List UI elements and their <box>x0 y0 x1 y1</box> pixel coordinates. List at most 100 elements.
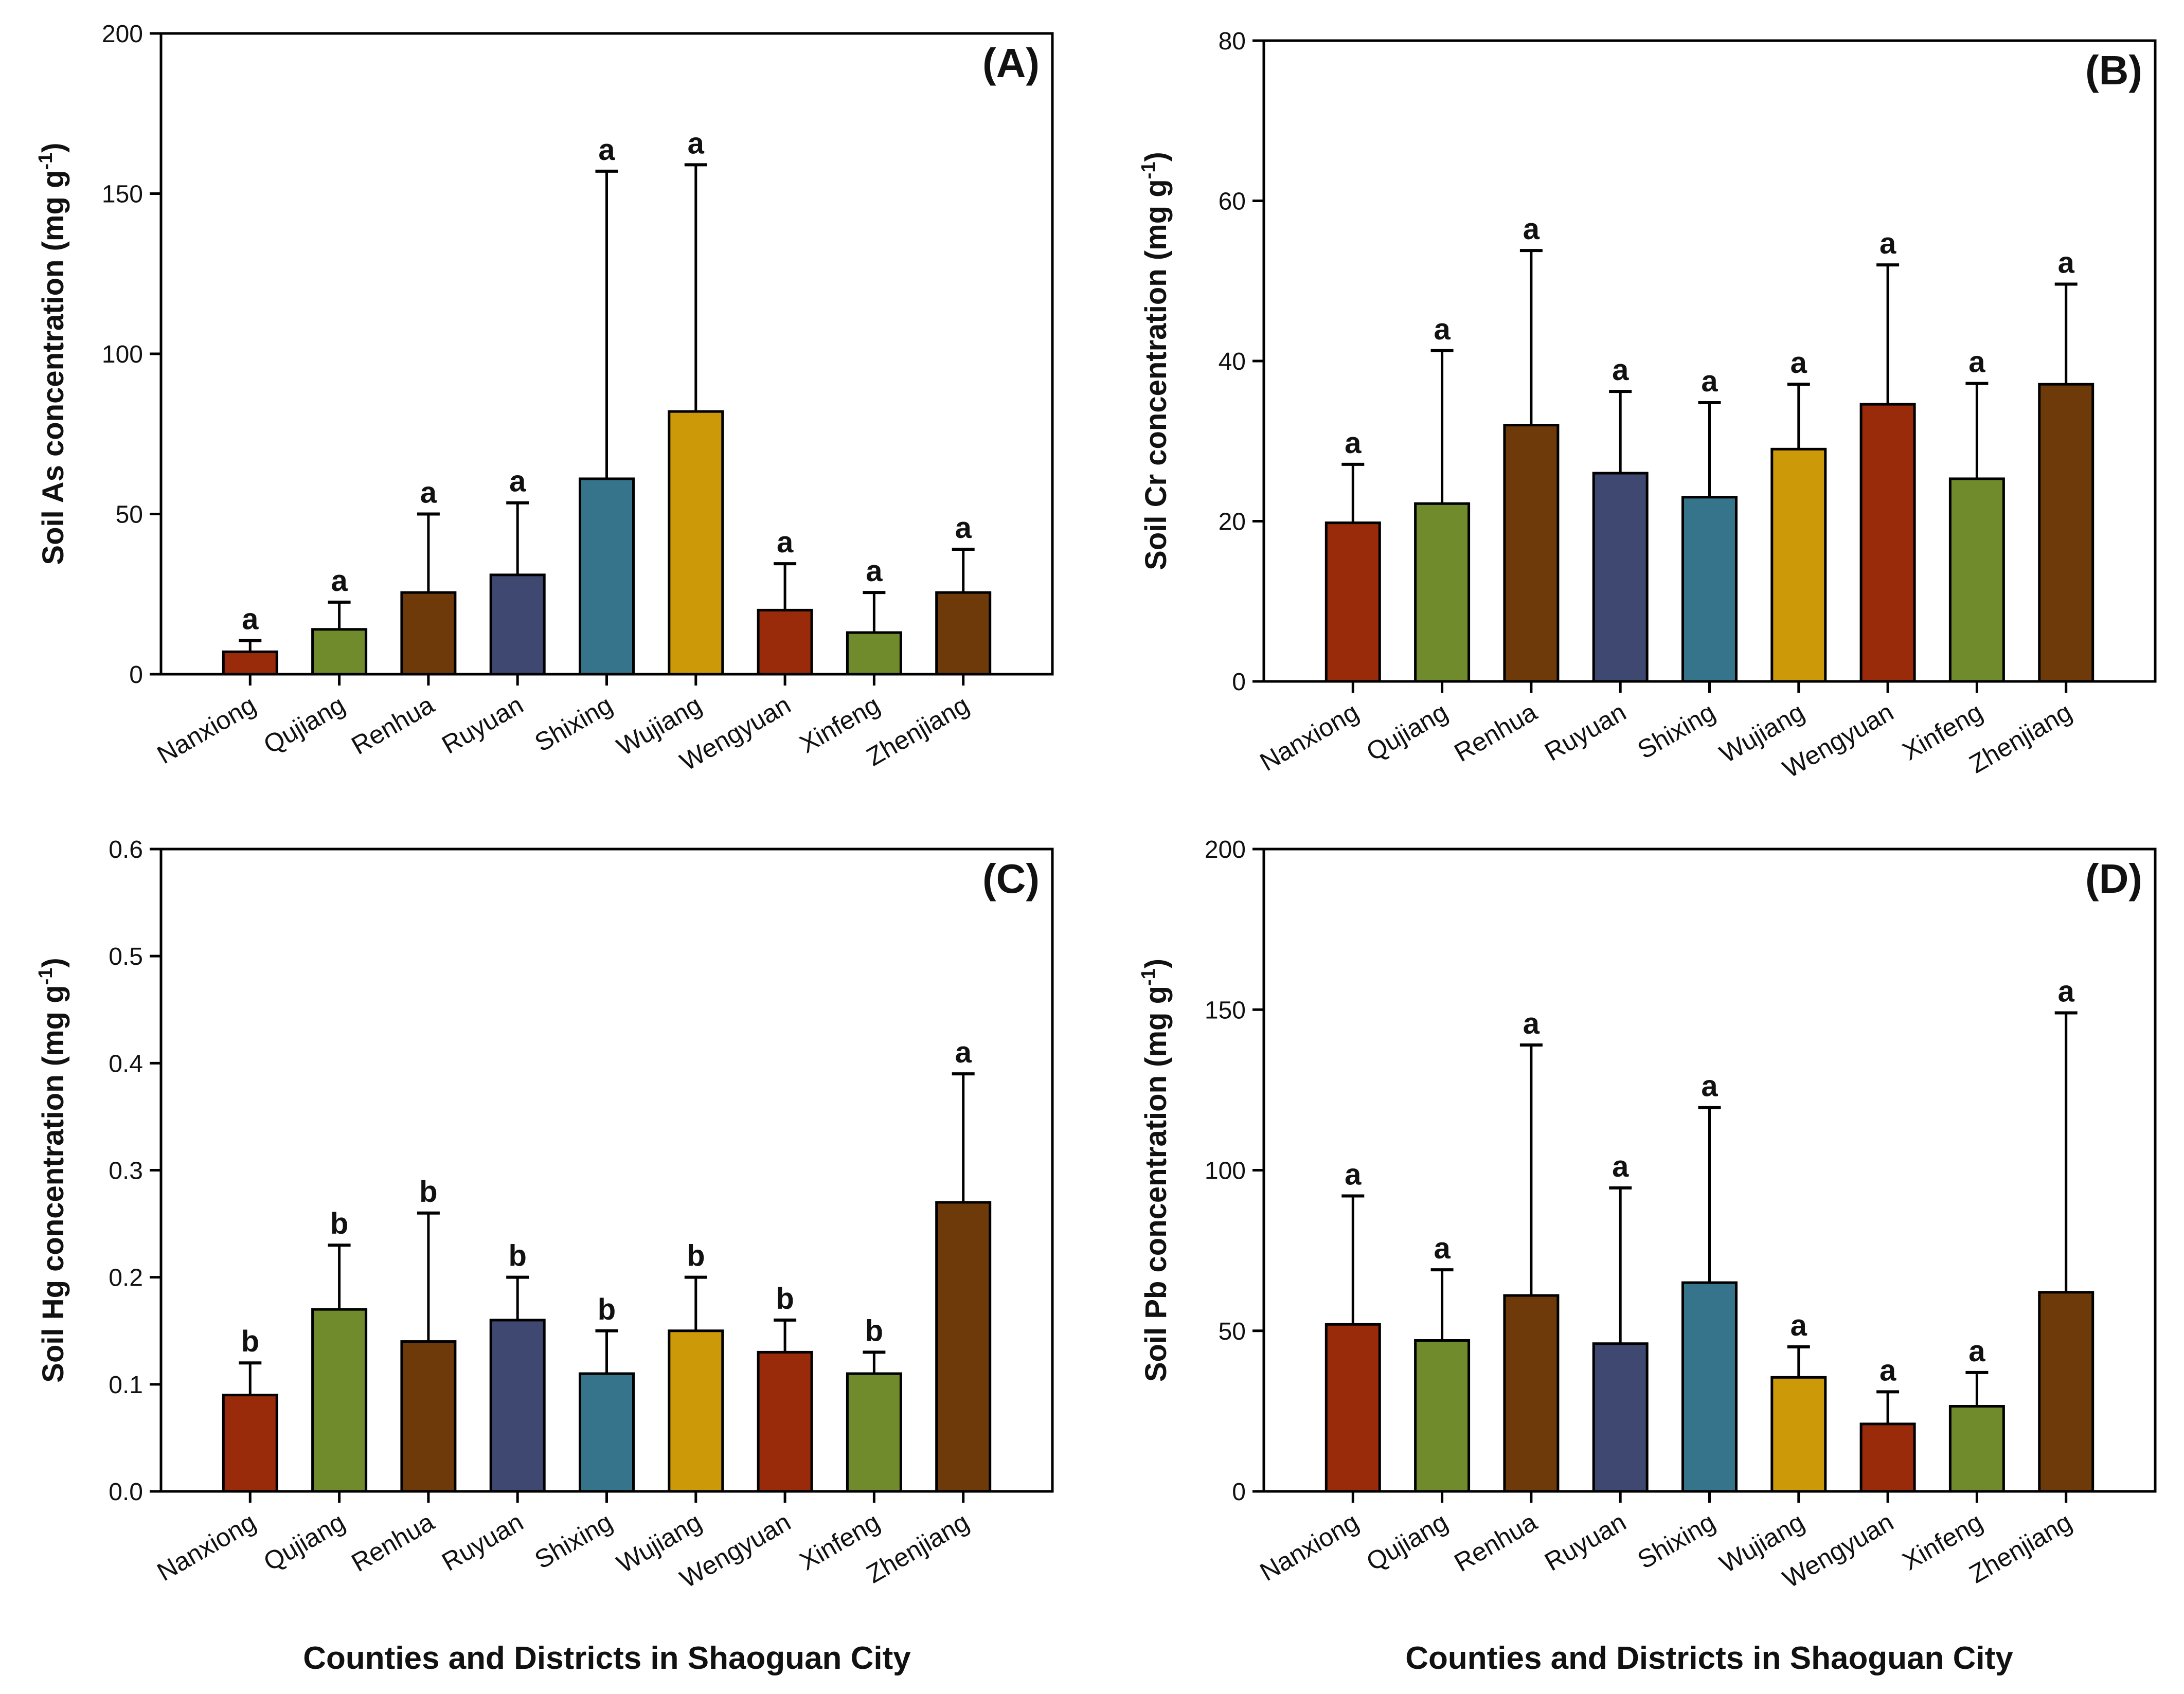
bar-qujiang <box>1414 1339 1471 1493</box>
chart-panel-d: 0 50 100 150 200 Soil Pb concentration (mg g-… <box>1138 836 2157 1594</box>
significance-letter: b <box>419 1175 437 1209</box>
bar-ruyuan <box>1592 472 1649 683</box>
x-tick-label: Qujiang <box>259 690 350 760</box>
bar-zhenjiang <box>2038 1291 2095 1493</box>
y-tick-label: 100 <box>102 341 143 368</box>
bar-nanxiong <box>222 1394 278 1493</box>
significance-letter: a <box>1434 1232 1451 1265</box>
x-tick-label: Ruyuan <box>1539 697 1631 767</box>
bar-nanxiong <box>1324 1323 1381 1493</box>
y-axis-label: Soil As concentration (mg g-1) <box>35 142 70 565</box>
significance-letter: a <box>1523 212 1540 246</box>
significance-letter: b <box>865 1314 883 1347</box>
y-tick-label: 0 <box>129 661 143 689</box>
significance-letter: a <box>598 133 615 167</box>
significance-letter: b <box>508 1239 526 1273</box>
y-axis-label: Soil Cr concentration (mg g-1) <box>1138 152 1173 570</box>
significance-letter: a <box>1612 1150 1629 1183</box>
x-tick-label: Nanxiong <box>152 690 261 769</box>
bar-wengyuan <box>1859 1422 1916 1493</box>
x-tick-label: Renhua <box>347 690 439 760</box>
bar-xinfeng <box>846 1372 902 1493</box>
y-axis-label: Soil Pb concentration (mg g-1) <box>1138 959 1173 1382</box>
y-tick-label: 0 <box>1232 669 1246 696</box>
bar-renhua <box>1503 1294 1560 1493</box>
y-tick-label: 0 <box>1232 1479 1246 1506</box>
y-tick-label: 0.6 <box>109 836 143 863</box>
chart-panel-c: 0.0 0.1 0.2 0.3 0.4 0.5 0.6 Soil Hg concentrati… <box>35 836 1054 1594</box>
x-tick-label: Renhua <box>1449 697 1542 767</box>
y-tick-label: 0.5 <box>109 943 143 970</box>
y-tick-label: 20 <box>1219 509 1246 536</box>
bar-shixing <box>579 1372 635 1493</box>
bar-renhua <box>1503 424 1560 683</box>
bar-qujiang <box>1414 502 1471 683</box>
bar-wengyuan <box>757 608 813 676</box>
significance-letter: a <box>1791 346 1807 380</box>
x-axis-title-right: Counties and Districts in Shaoguan City <box>1405 1641 2013 1676</box>
bar-xinfeng <box>846 631 902 676</box>
bar-qujiang <box>311 1308 368 1493</box>
bar-ruyuan <box>489 573 546 676</box>
y-tick-label: 200 <box>102 21 143 48</box>
x-tick-label: Qujiang <box>1362 1507 1453 1577</box>
x-tick-label: Shixing <box>1633 697 1720 764</box>
x-tick-label: Ruyuan <box>1539 1507 1631 1577</box>
significance-letter: a <box>1968 1335 1985 1368</box>
x-tick-label: Shixing <box>530 1507 617 1574</box>
significance-letter: a <box>242 603 259 636</box>
x-tick-label: Shixing <box>1633 1507 1720 1574</box>
bar-wujiang <box>668 1329 724 1493</box>
significance-letter: a <box>1701 1070 1718 1103</box>
significance-letter: b <box>241 1325 259 1358</box>
bar-zhenjiang <box>935 1201 992 1493</box>
x-tick-label: Zhenjiang <box>1964 1507 2076 1589</box>
bar-wengyuan <box>757 1350 813 1493</box>
x-tick-label: Ruyuan <box>437 690 528 760</box>
panel-label: (C) <box>982 856 1040 902</box>
bar-shixing <box>1681 496 1738 683</box>
panel-label: (A) <box>982 40 1040 86</box>
significance-letter: a <box>1879 1354 1896 1387</box>
significance-letter: a <box>777 526 794 559</box>
x-tick-label: Nanxiong <box>152 1507 261 1587</box>
y-tick-label: 0.3 <box>109 1158 143 1185</box>
y-axis-label: Soil Hg concentration (mg g-1) <box>35 958 70 1382</box>
chart-panel-a: 0 50 100 150 200 Soil As concentration (mg g-… <box>35 21 1054 777</box>
significance-letter: a <box>955 511 972 545</box>
significance-letter: a <box>331 564 348 598</box>
x-tick-label: Ruyuan <box>437 1507 528 1577</box>
significance-letter: a <box>1612 353 1629 387</box>
bar-wujiang <box>668 410 724 676</box>
panel-label: (D) <box>2085 856 2142 902</box>
y-tick-label: 0.2 <box>109 1265 143 1292</box>
bar-shixing <box>579 477 635 676</box>
x-tick-label: Zhenjiang <box>862 690 974 771</box>
bar-wujiang <box>1770 447 1827 683</box>
significance-letter: b <box>598 1293 616 1326</box>
bar-wengyuan <box>1859 403 1916 683</box>
significance-letter: a <box>1968 346 1985 379</box>
x-tick-label: Nanxiong <box>1255 1507 1364 1587</box>
bar-wujiang <box>1770 1376 1827 1493</box>
y-tick-label: 150 <box>1205 997 1246 1024</box>
x-tick-label: Zhenjiang <box>862 1507 974 1589</box>
bar-ruyuan <box>489 1319 546 1493</box>
y-tick-label: 40 <box>1219 348 1246 375</box>
significance-letter: a <box>1345 1158 1362 1191</box>
significance-letter: a <box>1791 1309 1807 1342</box>
y-tick-label: 0.4 <box>109 1050 143 1077</box>
significance-letter: a <box>688 127 705 160</box>
bar-renhua <box>400 1340 457 1493</box>
significance-letter: b <box>776 1282 794 1315</box>
bar-renhua <box>400 591 457 676</box>
significance-letter: a <box>1701 365 1718 398</box>
y-tick-label: 50 <box>116 501 143 529</box>
significance-letter: a <box>2058 246 2075 279</box>
x-tick-label: Renhua <box>347 1507 439 1577</box>
x-axis-title-left: Counties and Districts in Shaoguan City <box>303 1641 911 1676</box>
x-tick-label: Zhenjiang <box>1964 697 2076 779</box>
y-tick-label: 60 <box>1219 188 1246 215</box>
significance-letter: a <box>955 1036 972 1069</box>
